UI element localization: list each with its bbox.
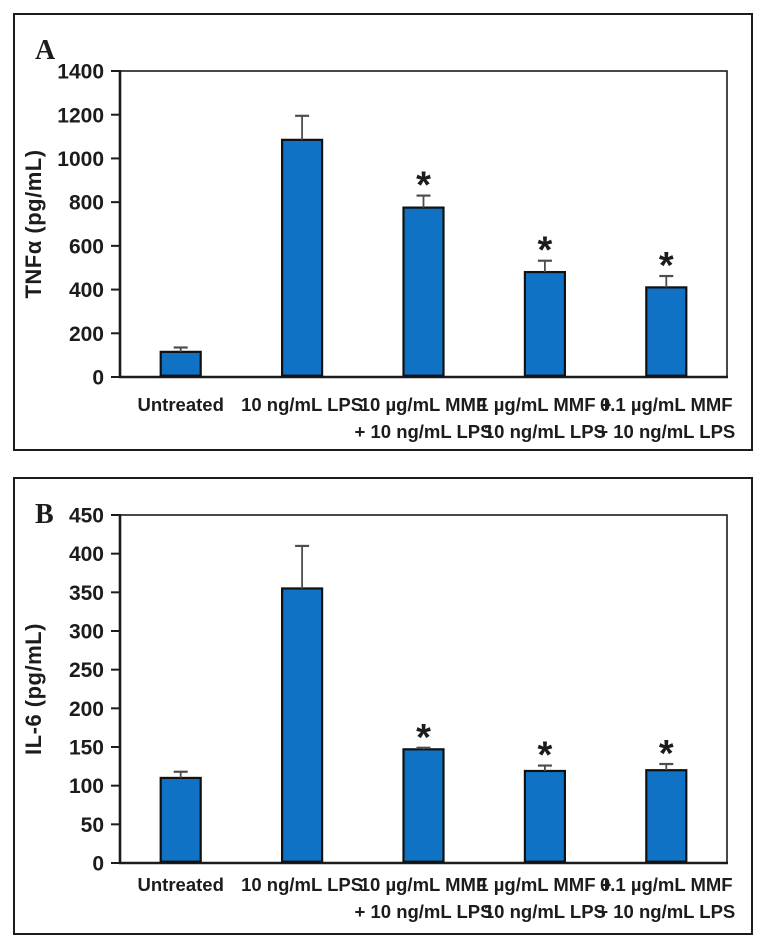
bar-group: 10 ng/mL LPS [241, 544, 363, 895]
significance-asterisk: * [538, 735, 553, 777]
y-tick-label: 0 [92, 367, 104, 390]
x-category-label: + 10 ng/mL LPS [597, 901, 735, 922]
bar-group: Untreated [138, 770, 224, 895]
bar-group: * 0.1 µg/mL MMF + 10 ng/mL LPS [597, 245, 735, 442]
y-tick-label: 100 [69, 775, 104, 798]
y-tick-label: 200 [69, 698, 104, 721]
panel-b: 0 50 100 150 200 250 300 350 400 450 Untreated 10 n… [13, 477, 753, 935]
bar [523, 270, 566, 377]
x-category-label: Untreated [138, 394, 224, 415]
bar [402, 748, 445, 863]
bar-group: * 1 µg/mL MMF + 10 ng/mL LPS [478, 230, 611, 442]
y-tick-label: 1400 [57, 61, 104, 84]
y-tick-label: 400 [69, 279, 104, 302]
x-category-label: 10 ng/mL LPS [484, 421, 606, 442]
x-category-label: 1 µg/mL MMF + [478, 874, 611, 895]
x-category-label: 0.1 µg/mL MMF [600, 394, 733, 415]
bar [281, 587, 324, 863]
y-tick-label: 350 [69, 582, 104, 605]
y-tick-label: 300 [69, 621, 104, 644]
x-category-label: 10 ng/mL LPS [241, 394, 363, 415]
bar-group: * 10 µg/mL MMF + 10 ng/mL LPS [355, 165, 493, 442]
x-category-label: + 10 ng/mL LPS [355, 901, 493, 922]
x-category-label: 0.1 µg/mL MMF [600, 874, 733, 895]
y-tick-label: 1000 [57, 148, 104, 171]
y-tick-label: 400 [69, 543, 104, 566]
panel-a: 0 200 400 600 800 1000 1200 1400 Untreated 10 ng/… [13, 13, 753, 451]
significance-asterisk: * [659, 733, 674, 775]
y-tick-label: 800 [69, 192, 104, 215]
x-category-label: + 10 ng/mL LPS [355, 421, 493, 442]
significance-asterisk: * [659, 245, 674, 287]
y-tick-label: 150 [69, 737, 104, 760]
y-tick-label: 250 [69, 659, 104, 682]
y-tick-label: 600 [69, 235, 104, 258]
bar [645, 769, 688, 863]
bar [523, 769, 566, 863]
y-tick-label: 1200 [57, 104, 104, 127]
bar-group: Untreated [138, 346, 224, 415]
y-axis-label: IL-6 (pg/mL) [21, 623, 46, 755]
chart-b: 0 50 100 150 200 250 300 350 400 450 Untreated 10 n… [21, 499, 735, 922]
significance-asterisk: * [538, 230, 553, 272]
y-tick-label: 450 [69, 505, 104, 528]
bar [281, 138, 324, 377]
bar [402, 206, 445, 377]
bar [159, 350, 202, 377]
bar-group: * 10 µg/mL MMF + 10 ng/mL LPS [355, 717, 493, 922]
x-category-label: Untreated [138, 874, 224, 895]
bar-group: * 0.1 µg/mL MMF + 10 ng/mL LPS [597, 733, 735, 922]
y-tick-label: 50 [81, 814, 104, 837]
panel-letter: A [35, 35, 56, 66]
x-category-label: 10 µg/mL MMF [360, 394, 488, 415]
x-category-label: 1 µg/mL MMF + [478, 394, 611, 415]
bar-group: * 1 µg/mL MMF + 10 ng/mL LPS [478, 735, 611, 922]
y-axis-label: TNFα (pg/mL) [21, 149, 46, 298]
chart-a: 0 200 400 600 800 1000 1200 1400 Untreated 10 ng/… [21, 35, 735, 442]
bar-group: 10 ng/mL LPS [241, 114, 363, 415]
panel-letter: B [35, 499, 54, 530]
x-category-label: 10 ng/mL LPS [484, 901, 606, 922]
bar [159, 776, 202, 863]
x-category-label: + 10 ng/mL LPS [597, 421, 735, 442]
bar [645, 286, 688, 377]
y-tick-label: 200 [69, 323, 104, 346]
significance-asterisk: * [416, 165, 431, 207]
x-category-label: 10 ng/mL LPS [241, 874, 363, 895]
significance-asterisk: * [416, 717, 431, 759]
x-category-label: 10 µg/mL MMF [360, 874, 488, 895]
y-tick-label: 0 [92, 853, 104, 876]
